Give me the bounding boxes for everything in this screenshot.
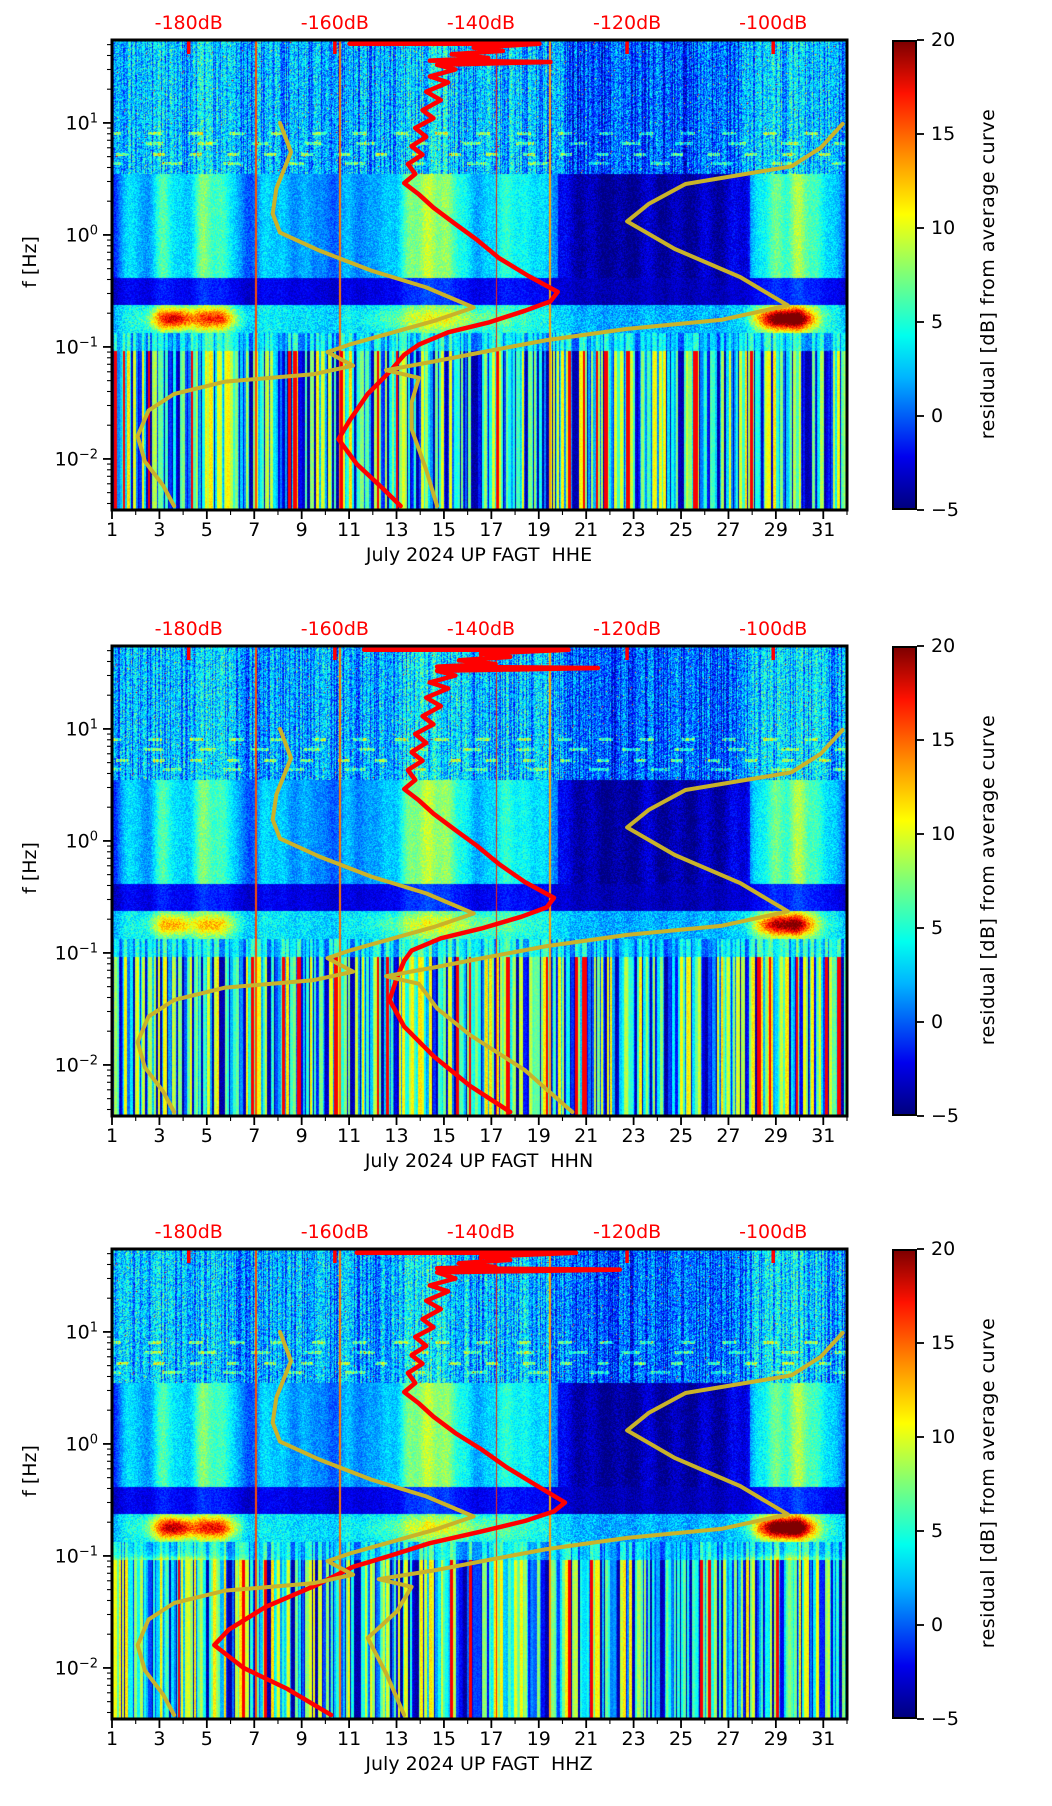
spectrogram-panel-hhn: -180dB -160dB -140dB -120dB -100dB 1 3 5 7 9 11 13 1… [0, 606, 1052, 1206]
psd-yellow-curve [384, 727, 845, 1114]
psd-red-curve [361, 647, 601, 1115]
colorbar-label: residual [dB] from average curve [977, 108, 999, 440]
colorbar [892, 1249, 917, 1719]
plot-title-hhn: July 2024 UP FAGT HHN [364, 1150, 594, 1172]
plot-title-hhz: July 2024 UP FAGT HHZ [365, 1753, 593, 1775]
colorbar-label: residual [dB] from average curve [977, 714, 999, 1046]
y-axis-label: f [Hz] [19, 236, 41, 288]
colorbar [892, 646, 917, 1116]
colorbar-label: residual [dB] from average curve [977, 1317, 999, 1649]
psd-yellow-curve [135, 1329, 476, 1717]
spectrogram-panel-hhe: -180dB -160dB -140dB -120dB -100dB 1 3 5 7 9 11 13 1… [0, 0, 1052, 600]
spectrogram-image-hhe [112, 40, 847, 510]
psd-red-curve [336, 41, 560, 509]
y-axis-label: f [Hz] [19, 842, 41, 894]
curve-group [135, 1250, 845, 1718]
plot-title-hhe: July 2024 UP FAGT HHE [365, 544, 593, 566]
plot-border [110, 38, 849, 512]
plot-border [110, 1247, 849, 1721]
colorbar [892, 40, 917, 510]
axes-and-curves-hhe [103, 38, 924, 519]
axes-and-curves-hhz [103, 1247, 924, 1728]
curve-group [135, 647, 845, 1115]
psd-yellow-curve [135, 726, 476, 1114]
spectrogram-panel-hhz: -180dB -160dB -140dB -120dB -100dB 1 3 5 7 9 11 13 1… [0, 1209, 1052, 1806]
psd-yellow-curve [135, 120, 476, 508]
psd-red-curve [212, 1250, 623, 1718]
y-axis-label: f [Hz] [19, 1445, 41, 1497]
curve-group [135, 41, 845, 509]
plot-border [110, 644, 849, 1118]
psd-yellow-curve [365, 1330, 845, 1717]
spectrogram-image-hhn [112, 646, 847, 1116]
axes-and-curves-hhn [103, 644, 924, 1125]
spectrogram-image-hhz [112, 1249, 847, 1719]
psd-yellow-curve [384, 121, 845, 508]
